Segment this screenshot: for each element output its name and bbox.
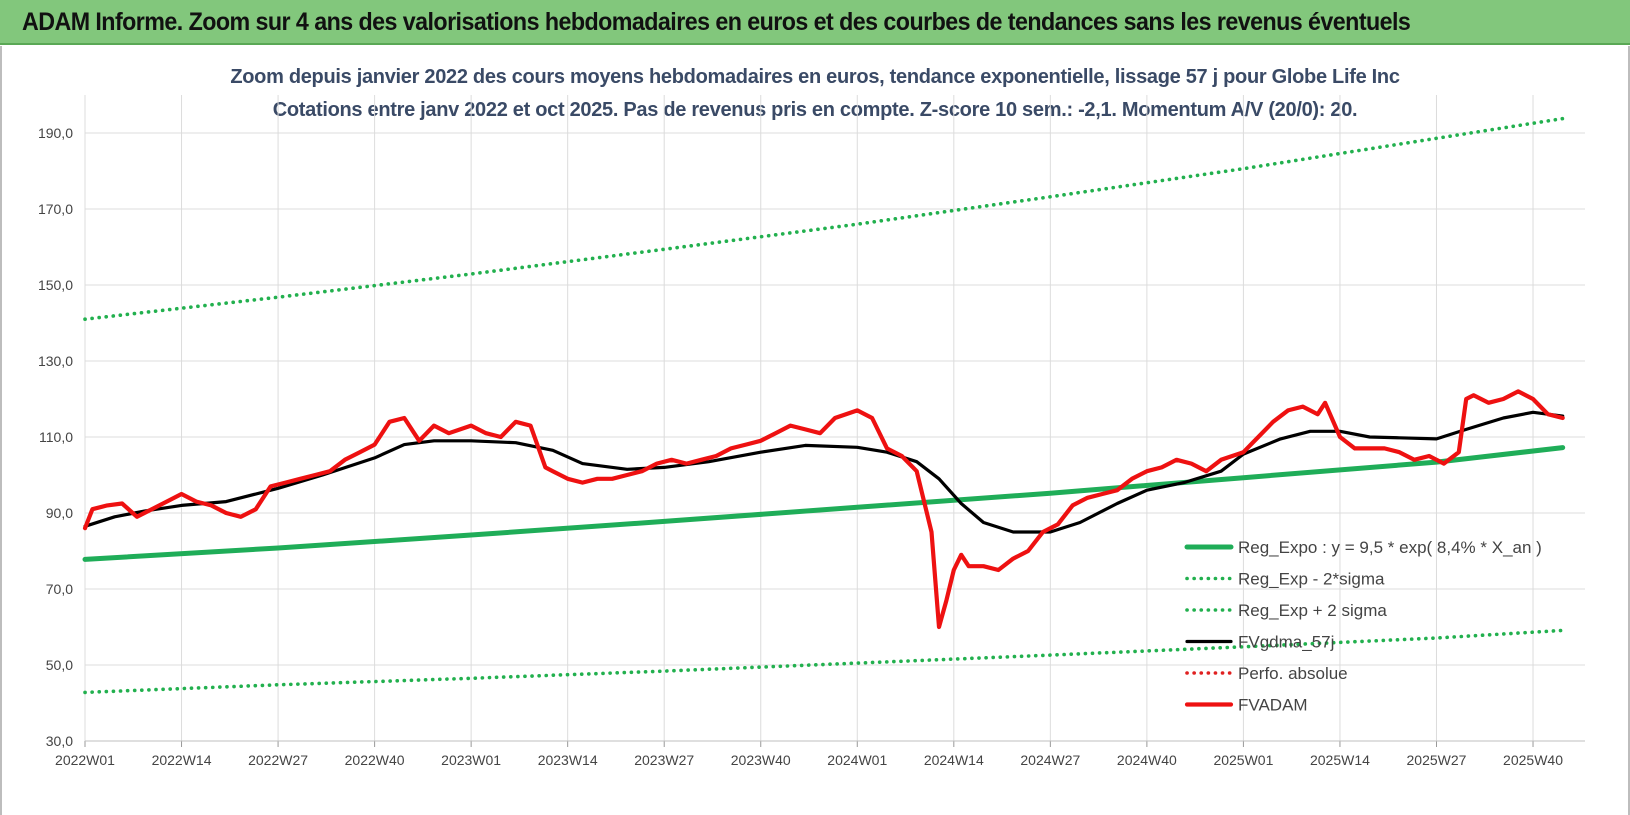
- x-tick-label: 2025W14: [1310, 752, 1370, 768]
- x-tick-label: 2022W40: [345, 752, 405, 768]
- x-tick-label: 2024W01: [827, 752, 887, 768]
- x-tick-label: 2023W40: [731, 752, 791, 768]
- chart-subtitle: Cotations entre janv 2022 et oct 2025. P…: [272, 99, 1358, 121]
- x-tick-label: 2024W27: [1020, 752, 1080, 768]
- legend-label: FVADAM: [1238, 696, 1308, 715]
- x-tick-label: 2025W27: [1407, 752, 1467, 768]
- y-tick-label: 50,0: [46, 657, 73, 673]
- x-tick-label: 2025W40: [1503, 752, 1563, 768]
- y-tick-label: 110,0: [39, 429, 73, 445]
- series-line-5: [82, 389, 1565, 630]
- y-tick-label: 70,0: [46, 581, 73, 597]
- x-tick-label: 2023W14: [538, 752, 598, 768]
- series-line-2: [83, 116, 1565, 322]
- x-tick-label: 2024W40: [1117, 752, 1177, 768]
- y-tick-label: 30,0: [46, 733, 73, 749]
- y-tick-label: 150,0: [38, 277, 73, 293]
- series-line-0: [82, 445, 1566, 562]
- legend-label: Reg_Exp + 2 sigma: [1238, 601, 1387, 620]
- legend-label: FVgdma_57j: [1238, 633, 1334, 652]
- x-tick-label: 2023W27: [634, 752, 694, 768]
- report-title: ADAM Informe. Zoom sur 4 ans des valoris…: [22, 8, 1411, 36]
- legend-label: Reg_Exp - 2*sigma: [1238, 570, 1385, 589]
- y-tick-label: 130,0: [38, 353, 73, 369]
- series-line-3: [83, 410, 1565, 534]
- x-tick-label: 2022W14: [152, 752, 212, 768]
- report-banner: ADAM Informe. Zoom sur 4 ans des valoris…: [0, 0, 1630, 45]
- y-tick-label: 90,0: [46, 505, 73, 521]
- chart-frame: [0, 46, 1630, 815]
- legend-label: Reg_Expo : y = 9,5 * exp( 8,4% * X_an ): [1238, 538, 1542, 557]
- y-tick-label: 170,0: [38, 201, 73, 217]
- y-tick-label: 190,0: [38, 125, 73, 141]
- x-tick-label: 2022W01: [55, 752, 115, 768]
- chart-title: Zoom depuis janvier 2022 des cours moyen…: [230, 66, 1400, 88]
- legend-label: Perfo. absolue: [1238, 664, 1348, 683]
- x-tick-label: 2023W01: [441, 752, 501, 768]
- chart-legend: Reg_Expo : y = 9,5 * exp( 8,4% * X_an ) R…: [1184, 538, 1542, 715]
- x-tick-label: 2025W01: [1213, 752, 1273, 768]
- series-line-1: [83, 628, 1565, 695]
- x-tick-label: 2022W27: [248, 752, 308, 768]
- x-tick-label: 2024W14: [924, 752, 984, 768]
